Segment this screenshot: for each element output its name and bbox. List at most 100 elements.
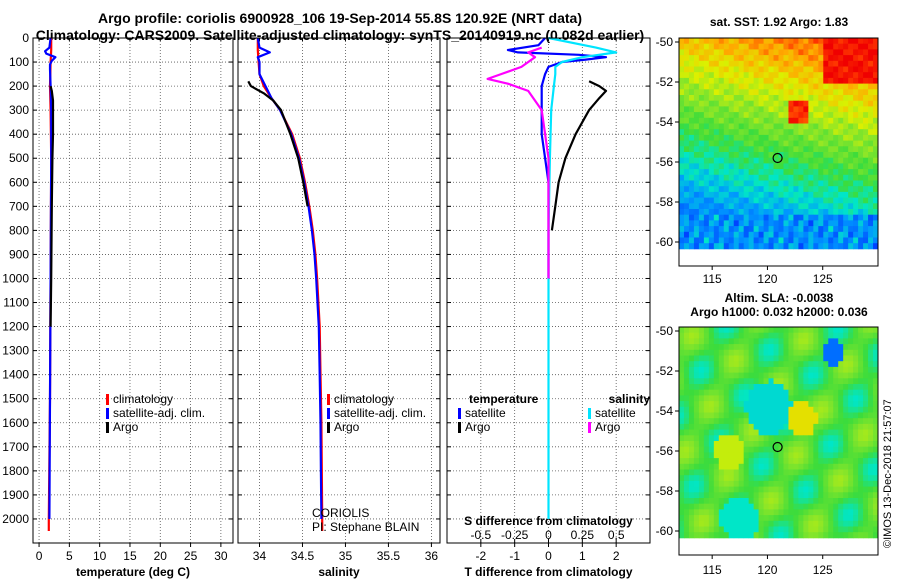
heatmap-cell: [798, 38, 804, 45]
heatmap-cell: [713, 134, 720, 141]
heatmap-cell: [788, 95, 794, 102]
heatmap-cell: [828, 134, 834, 141]
heatmap-cell: [698, 117, 705, 124]
heatmap-cell: [693, 327, 700, 334]
heatmap-cell: [793, 77, 799, 84]
heatmap-cell: [743, 429, 750, 436]
heatmap-cell: [683, 60, 690, 67]
heatmap-cell: [798, 203, 804, 210]
heatmap-cell: [698, 401, 705, 408]
heatmap-cell: [793, 480, 799, 487]
heatmap-cell: [858, 214, 864, 221]
heatmap-cell: [688, 469, 695, 476]
heatmap-cell: [703, 123, 710, 130]
map-frame: [678, 326, 879, 556]
heatmap-cell: [758, 106, 764, 113]
heatmap-cell: [778, 355, 784, 362]
heatmap-cell: [713, 38, 720, 45]
heatmap-cell: [723, 38, 730, 45]
heatmap-cell: [783, 509, 789, 516]
heatmap-cell: [713, 378, 720, 385]
heatmap-cell: [708, 423, 715, 430]
heatmap-cell: [793, 532, 799, 539]
heatmap-cell: [703, 72, 710, 79]
heatmap-cell: [763, 480, 769, 487]
heatmap-cell: [683, 395, 690, 402]
heatmap-cell: [723, 452, 730, 459]
heatmap-cell: [803, 418, 809, 425]
heatmap-cell: [803, 112, 809, 119]
heatmap-cell: [698, 526, 705, 533]
heatmap-cell: [768, 389, 774, 396]
heatmap-cell: [723, 100, 730, 107]
heatmap-cell: [853, 349, 859, 356]
heatmap-cell: [853, 332, 859, 339]
heatmap-cell: [713, 140, 720, 147]
heatmap-cell: [683, 66, 690, 73]
heatmap-cell: [873, 406, 879, 413]
heatmap-cell: [858, 95, 864, 102]
heatmap-cell: [863, 463, 869, 470]
heatmap-cell: [828, 423, 834, 430]
heatmap-cell: [798, 418, 804, 425]
heatmap-cell: [848, 129, 854, 136]
heatmap-cell: [698, 89, 705, 96]
heatmap-cell: [763, 515, 769, 522]
heatmap-cell: [858, 327, 864, 334]
heatmap-cell: [713, 106, 720, 113]
heatmap-cell: [863, 441, 869, 448]
heatmap-cell: [763, 180, 769, 187]
heatmap-cell: [783, 186, 789, 193]
heatmap-cell: [803, 197, 809, 204]
plot-title-line2: Climatology: CARS2009. Satellite-adjuste…: [35, 27, 645, 43]
heatmap-cell: [828, 452, 834, 459]
heatmap-cell: [703, 452, 710, 459]
heatmap-cell: [778, 83, 784, 90]
heatmap-cell: [773, 344, 779, 351]
heatmap-cell: [788, 492, 794, 499]
heatmap-cell: [793, 60, 799, 67]
heatmap-cell: [718, 429, 725, 436]
heatmap-cell: [748, 355, 755, 362]
heatmap-cell: [768, 191, 774, 198]
heatmap-cell: [713, 441, 720, 448]
heatmap-cell: [858, 423, 864, 430]
heatmap-cell: [748, 220, 755, 227]
heatmap-cell: [868, 526, 874, 533]
heatmap-cell: [683, 498, 690, 505]
heatmap-cell: [798, 60, 804, 67]
heatmap-cell: [738, 327, 745, 334]
heatmap-cell: [828, 60, 834, 67]
heatmap-cell: [838, 366, 844, 373]
heatmap-cell: [688, 146, 695, 153]
heatmap-cell: [753, 423, 760, 430]
heatmap-cell: [843, 338, 849, 345]
heatmap-cell: [748, 72, 755, 79]
heatmap-cell: [738, 163, 745, 170]
heatmap-cell: [863, 458, 869, 465]
heatmap-cell: [803, 43, 809, 50]
heatmap-cell: [743, 43, 750, 50]
heatmap-cell: [688, 77, 695, 84]
heatmap-cell: [693, 140, 700, 147]
heatmap-cell: [703, 429, 710, 436]
heatmap-cell: [823, 355, 829, 362]
heatmap-cell: [748, 458, 755, 465]
heatmap-cell: [679, 157, 685, 164]
heatmap-cell: [823, 503, 829, 510]
heatmap-cell: [748, 134, 755, 141]
heatmap-cell: [763, 66, 769, 73]
heatmap-cell: [773, 191, 779, 198]
heatmap-cell: [848, 209, 854, 216]
heatmap-cell: [768, 418, 774, 425]
heatmap-cell: [683, 203, 690, 210]
heatmap-cell: [763, 366, 769, 373]
heatmap-cell: [743, 327, 750, 334]
heatmap-cell: [713, 429, 720, 436]
heatmap-cell: [698, 349, 705, 356]
heatmap-cell: [698, 134, 705, 141]
heatmap-cell: [698, 66, 705, 73]
heatmap-cell: [763, 226, 769, 233]
heatmap-cell: [783, 327, 789, 334]
heatmap-cell: [843, 112, 849, 119]
